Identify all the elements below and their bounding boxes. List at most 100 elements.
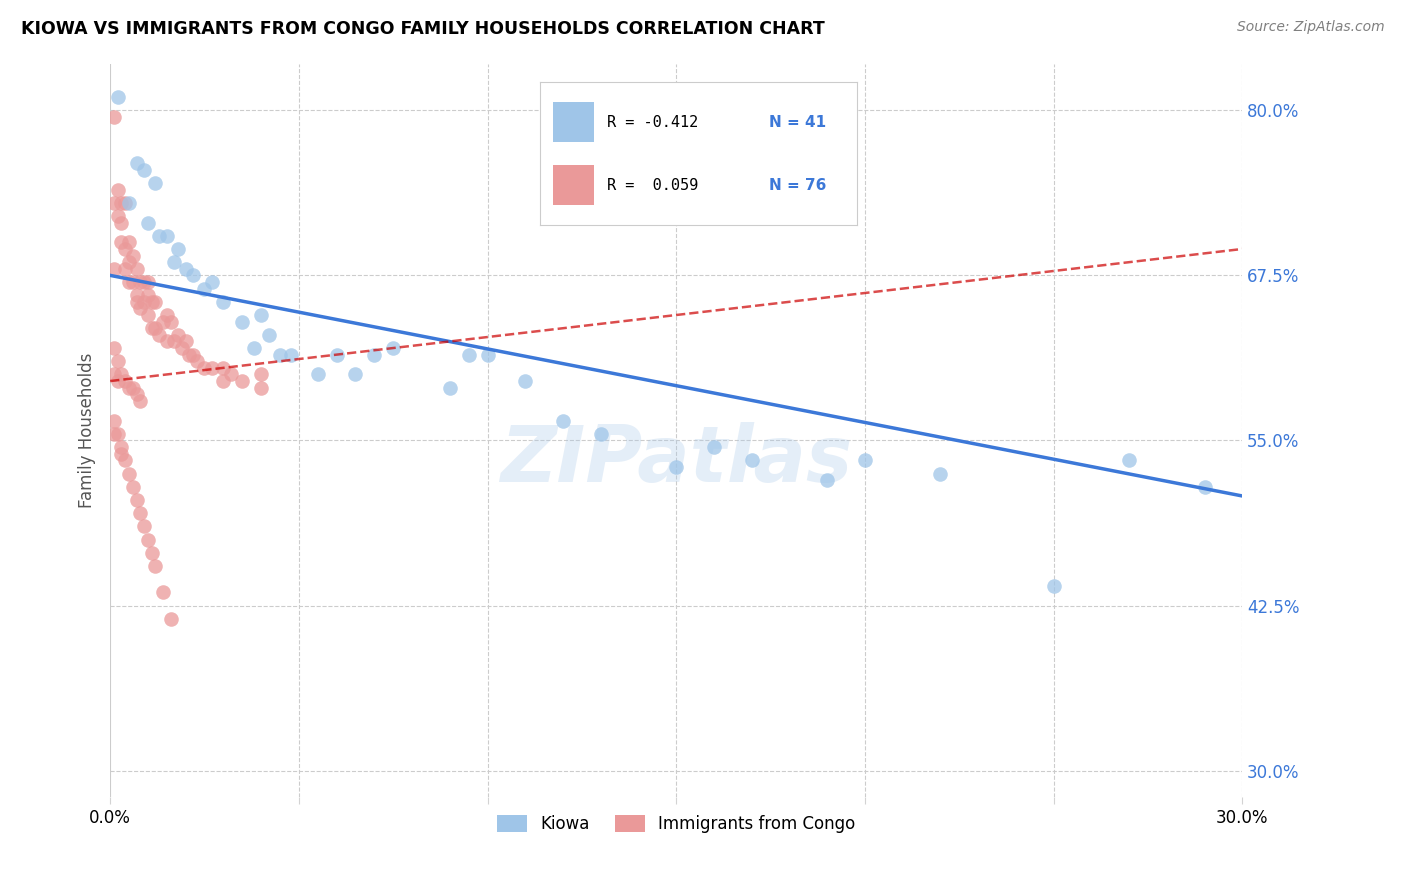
Point (110, 447, 132, 461)
Point (589, 426, 612, 441)
Point (110, 216, 132, 230)
Point (186, 354, 208, 368)
Point (156, 228, 179, 243)
Point (125, 294, 148, 309)
Point (167, 327, 190, 342)
Point (121, 249, 143, 263)
Point (141, 294, 163, 309)
Point (118, 235, 141, 250)
Text: KIOWA VS IMMIGRANTS FROM CONGO FAMILY HOUSEHOLDS CORRELATION CHART: KIOWA VS IMMIGRANTS FROM CONGO FAMILY HO… (21, 20, 825, 37)
Point (193, 282, 215, 296)
Point (250, 308, 273, 322)
Point (156, 308, 179, 322)
Point (103, 341, 125, 355)
Point (134, 294, 156, 309)
Point (121, 381, 143, 395)
Point (114, 261, 136, 276)
Point (141, 546, 163, 560)
Point (145, 558, 167, 573)
Point (280, 348, 302, 362)
Point (457, 348, 479, 362)
Point (145, 176, 167, 190)
Point (212, 360, 235, 375)
Point (741, 453, 763, 467)
Point (103, 368, 125, 382)
Point (125, 492, 148, 507)
Point (103, 195, 125, 210)
Point (1042, 579, 1064, 593)
Text: ZIPatlas: ZIPatlas (501, 422, 852, 498)
Point (477, 348, 499, 362)
Point (174, 261, 197, 276)
Point (118, 255, 141, 269)
Point (269, 348, 291, 362)
Point (344, 368, 367, 382)
Point (174, 334, 197, 349)
Point (257, 327, 280, 342)
Point (141, 321, 163, 335)
Point (551, 414, 574, 428)
Point (107, 182, 129, 196)
Point (129, 275, 152, 289)
Point (382, 341, 405, 355)
Point (152, 585, 174, 599)
Point (325, 348, 347, 362)
Text: Source: ZipAtlas.com: Source: ZipAtlas.com (1237, 20, 1385, 34)
Point (134, 275, 156, 289)
Point (110, 235, 132, 250)
Point (107, 354, 129, 368)
Point (439, 381, 461, 395)
Legend: Kiowa, Immigrants from Congo: Kiowa, Immigrants from Congo (491, 808, 862, 840)
Point (179, 348, 201, 362)
Point (148, 327, 170, 342)
Point (163, 334, 186, 349)
Point (163, 255, 186, 269)
Point (193, 360, 215, 375)
Point (118, 467, 141, 481)
Point (134, 162, 156, 177)
Point (103, 110, 125, 124)
Point (107, 426, 129, 441)
Point (148, 228, 170, 243)
Point (110, 440, 132, 454)
Point (363, 348, 385, 362)
Point (159, 315, 181, 329)
Point (231, 315, 253, 329)
Point (1118, 453, 1140, 467)
Point (152, 315, 174, 329)
Point (515, 374, 537, 388)
Point (107, 209, 129, 223)
Point (156, 334, 179, 349)
Point (103, 261, 125, 276)
Point (181, 268, 204, 283)
Point (167, 242, 190, 256)
Point (103, 414, 125, 428)
Point (212, 374, 235, 388)
Point (136, 216, 159, 230)
Point (307, 368, 329, 382)
Point (110, 368, 132, 382)
Point (134, 519, 156, 533)
Point (129, 393, 152, 408)
Point (136, 308, 159, 322)
Point (125, 288, 148, 302)
Point (250, 381, 273, 395)
Point (201, 275, 224, 289)
Point (121, 480, 143, 494)
Point (136, 275, 159, 289)
Point (929, 467, 952, 481)
Point (107, 374, 129, 388)
Point (1194, 480, 1216, 494)
Point (145, 294, 167, 309)
Point (107, 90, 129, 104)
Point (212, 294, 235, 309)
Point (145, 321, 167, 335)
Point (136, 533, 159, 547)
Point (129, 506, 152, 520)
Point (250, 368, 273, 382)
Point (114, 453, 136, 467)
Point (125, 156, 148, 170)
Point (118, 275, 141, 289)
Point (181, 348, 204, 362)
Point (242, 341, 264, 355)
